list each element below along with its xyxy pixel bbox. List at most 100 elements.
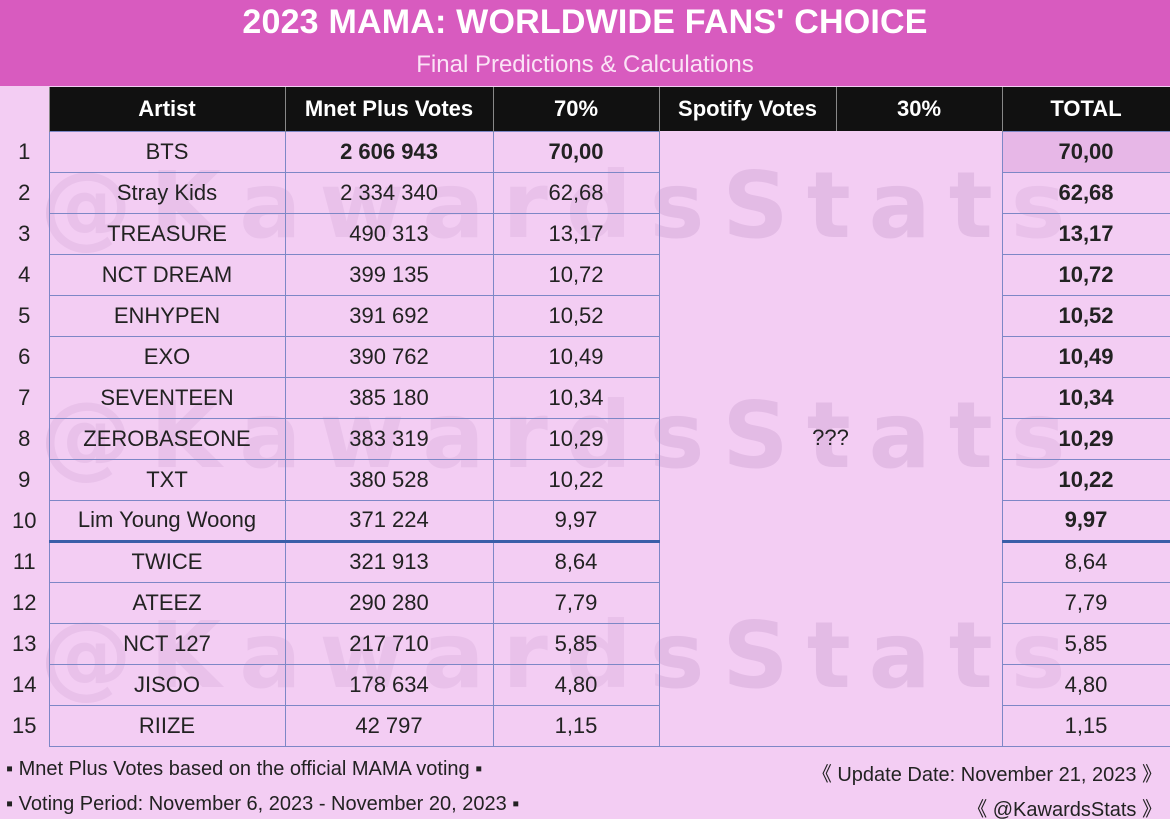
percent-cell: 4,80 (492, 663, 660, 706)
votes-cell: 383 319 (284, 417, 494, 460)
votes-cell: 2 606 943 (284, 130, 494, 173)
rank-cell: 2 (18, 179, 31, 205)
table-row: 4 NCT DREAM 399 135 10,72 10,72 (0, 253, 1170, 296)
total-cell: 5,85 (1001, 622, 1170, 665)
artist-cell: BTS (48, 130, 286, 173)
table-row: 11 TWICE 321 913 8,64 8,64 (0, 539, 1170, 583)
total-cell: 10,49 (1001, 335, 1170, 378)
artist-header: Artist (48, 87, 286, 131)
votes-cell: 490 313 (284, 212, 494, 255)
table-row: 13 NCT 127 217 710 5,85 5,85 (0, 622, 1170, 665)
percent-cell: 7,79 (492, 581, 660, 624)
spotify-percent-header: 30% (835, 87, 1003, 131)
percent-cell: 10,72 (492, 253, 660, 296)
rank-header (0, 87, 49, 131)
rank-cell: 15 (12, 712, 37, 738)
percent-cell: 1,15 (492, 704, 660, 747)
percent-cell: 10,49 (492, 335, 660, 378)
votes-cell: 2 334 340 (284, 171, 494, 214)
credit-handle: 《 @KawardsStats 》 (967, 799, 1162, 819)
artist-cell: RIIZE (48, 704, 286, 747)
total-cell: 1,15 (1001, 704, 1170, 747)
percent-cell: 10,34 (492, 376, 660, 419)
votes-cell: 385 180 (284, 376, 494, 419)
rank-cell: 4 (18, 261, 31, 287)
footnote-votes: ▪ Mnet Plus Votes based on the official … (6, 758, 483, 780)
artist-cell: TXT (48, 458, 286, 501)
percent-cell: 13,17 (492, 212, 660, 255)
mnet-votes-header: Mnet Plus Votes (284, 87, 494, 131)
mnet-percent-header: 70% (492, 87, 660, 131)
header-banner: 2023 MAMA: WORLDWIDE FANS' CHOICE Final … (0, 0, 1170, 86)
artist-cell: ATEEZ (48, 581, 286, 624)
total-header: TOTAL (1001, 87, 1170, 131)
artist-cell: NCT DREAM (48, 253, 286, 296)
percent-cell: 62,68 (492, 171, 660, 214)
votes-cell: 178 634 (284, 663, 494, 706)
rank-cell: 11 (12, 548, 36, 574)
total-cell: 9,97 (1001, 499, 1170, 542)
artist-cell: ZEROBASEONE (48, 417, 286, 460)
total-cell: 10,34 (1001, 376, 1170, 419)
rank-cell: 8 (18, 425, 31, 451)
total-cell: 10,29 (1001, 417, 1170, 460)
rank-cell: 10 (12, 507, 37, 533)
table-header-row: Artist Mnet Plus Votes 70% Spotify Votes… (0, 87, 1170, 131)
percent-cell: 10,52 (492, 294, 660, 337)
votes-cell: 390 762 (284, 335, 494, 378)
rank-cell: 6 (18, 343, 31, 369)
votes-cell: 380 528 (284, 458, 494, 501)
total-cell: 7,79 (1001, 581, 1170, 624)
percent-cell: 8,64 (492, 539, 660, 583)
artist-cell: JISOO (48, 663, 286, 706)
votes-cell: 321 913 (284, 539, 494, 583)
rank-cell: 3 (18, 220, 31, 246)
rank-cell: 14 (12, 671, 37, 697)
total-cell: 62,68 (1001, 171, 1170, 214)
spotify-votes-header: Spotify Votes (658, 87, 837, 131)
percent-cell: 70,00 (492, 130, 660, 173)
rank-cell: 9 (18, 466, 31, 492)
artist-cell: Stray Kids (48, 171, 286, 214)
rank-cell: 12 (12, 589, 37, 615)
votes-cell: 399 135 (284, 253, 494, 296)
table-row: 6 EXO 390 762 10,49 10,49 (0, 335, 1170, 378)
percent-cell: 10,22 (492, 458, 660, 501)
artist-cell: ENHYPEN (48, 294, 286, 337)
rank-cell: 13 (12, 630, 37, 656)
artist-cell: EXO (48, 335, 286, 378)
table-row: 8 ZEROBASEONE 383 319 10,29 10,29 (0, 417, 1170, 460)
total-cell: 10,22 (1001, 458, 1170, 501)
total-cell: 13,17 (1001, 212, 1170, 255)
total-cell: 70,00 (1001, 130, 1170, 173)
table-row: 3 TREASURE 490 313 13,17 13,17 (0, 212, 1170, 255)
table-row: 12 ATEEZ 290 280 7,79 7,79 (0, 581, 1170, 624)
spotify-unknown-cell: ??? (658, 131, 1003, 747)
table-row: 15 RIIZE 42 797 1,15 1,15 (0, 704, 1170, 747)
artist-cell: NCT 127 (48, 622, 286, 665)
rank-cell: 7 (18, 384, 31, 410)
votes-cell: 391 692 (284, 294, 494, 337)
artist-cell: TWICE (48, 539, 286, 583)
votes-cell: 217 710 (284, 622, 494, 665)
page-subtitle: Final Predictions & Calculations (416, 51, 754, 78)
artist-cell: TREASURE (48, 212, 286, 255)
percent-cell: 10,29 (492, 417, 660, 460)
total-cell: 8,64 (1001, 539, 1170, 583)
rank-cell: 5 (18, 302, 31, 328)
footnote-period: ▪ Voting Period: November 6, 2023 - Nove… (6, 793, 520, 815)
percent-cell: 9,97 (492, 499, 660, 542)
total-cell: 10,72 (1001, 253, 1170, 296)
votes-table: Artist Mnet Plus Votes 70% Spotify Votes… (0, 87, 1170, 747)
total-cell: 4,80 (1001, 663, 1170, 706)
table-row: 7 SEVENTEEN 385 180 10,34 10,34 (0, 376, 1170, 419)
table-row: 2 Stray Kids 2 334 340 62,68 62,68 (0, 171, 1170, 214)
artist-cell: Lim Young Woong (48, 499, 286, 542)
update-date: 《 Update Date: November 21, 2023 》 (811, 764, 1162, 786)
artist-cell: SEVENTEEN (48, 376, 286, 419)
percent-cell: 5,85 (492, 622, 660, 665)
votes-cell: 290 280 (284, 581, 494, 624)
page-title: 2023 MAMA: WORLDWIDE FANS' CHOICE (242, 3, 928, 41)
votes-cell: 371 224 (284, 499, 494, 542)
votes-cell: 42 797 (284, 704, 494, 747)
